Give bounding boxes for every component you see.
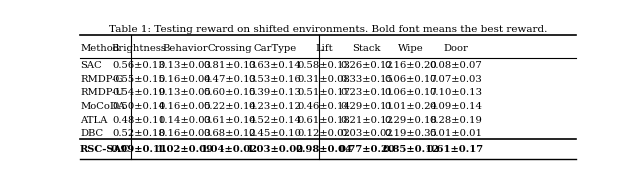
Text: 0.08±0.07: 0.08±0.07 <box>429 61 482 70</box>
Text: 0.09±0.14: 0.09±0.14 <box>429 102 482 111</box>
Text: 0.45±0.10: 0.45±0.10 <box>248 129 301 138</box>
Text: 0.61±0.17: 0.61±0.17 <box>427 145 484 154</box>
Text: 0.16±0.05: 0.16±0.05 <box>159 102 212 111</box>
Text: 0.60±0.15: 0.60±0.15 <box>204 89 256 98</box>
Text: 0.54±0.19: 0.54±0.19 <box>112 89 165 98</box>
Text: 0.13±0.05: 0.13±0.05 <box>159 89 212 98</box>
Text: 0.63±0.14: 0.63±0.14 <box>248 61 301 70</box>
Text: 0.06±0.17: 0.06±0.17 <box>385 89 437 98</box>
Text: 0.12±0.02: 0.12±0.02 <box>298 129 351 138</box>
Text: 0.61±0.14: 0.61±0.14 <box>204 116 256 125</box>
Text: 0.61±0.18: 0.61±0.18 <box>298 116 351 125</box>
Text: 0.29±0.11: 0.29±0.11 <box>340 102 393 111</box>
Text: 0.16±0.20: 0.16±0.20 <box>385 61 437 70</box>
Text: 0.16±0.04: 0.16±0.04 <box>159 75 212 84</box>
Text: 0.19±0.35: 0.19±0.35 <box>385 129 437 138</box>
Text: 1.02±0.09: 1.02±0.09 <box>157 145 214 154</box>
Text: Behavior: Behavior <box>163 44 208 53</box>
Text: RMDP-U: RMDP-U <box>80 89 124 98</box>
Text: Stack: Stack <box>353 44 381 53</box>
Text: 0.23±0.11: 0.23±0.11 <box>340 89 393 98</box>
Text: 0.53±0.16: 0.53±0.16 <box>248 75 301 84</box>
Text: Method: Method <box>80 44 119 53</box>
Text: 0.16±0.03: 0.16±0.03 <box>159 129 212 138</box>
Text: 0.21±0.12: 0.21±0.12 <box>340 116 393 125</box>
Text: 0.56±0.13: 0.56±0.13 <box>112 61 165 70</box>
Text: Wipe: Wipe <box>398 44 424 53</box>
Text: SAC: SAC <box>80 61 102 70</box>
Text: 0.55±0.15: 0.55±0.15 <box>112 75 165 84</box>
Text: 0.81±0.13: 0.81±0.13 <box>204 61 256 70</box>
Text: 0.06±0.17: 0.06±0.17 <box>385 75 437 84</box>
Text: Door: Door <box>443 44 468 53</box>
Text: 0.47±0.13: 0.47±0.13 <box>204 75 256 84</box>
Text: 0.77±0.20: 0.77±0.20 <box>339 145 395 154</box>
Text: 0.51±0.17: 0.51±0.17 <box>298 89 351 98</box>
Text: 0.10±0.13: 0.10±0.13 <box>429 89 482 98</box>
Text: 0.31±0.08: 0.31±0.08 <box>298 75 351 84</box>
Text: 0.28±0.19: 0.28±0.19 <box>429 116 482 125</box>
Text: RMDP-G: RMDP-G <box>80 75 124 84</box>
Text: CarType: CarType <box>253 44 296 53</box>
Text: 0.52±0.14: 0.52±0.14 <box>248 116 301 125</box>
Text: 0.26±0.12: 0.26±0.12 <box>340 61 393 70</box>
Text: 0.99±0.11: 0.99±0.11 <box>110 145 167 154</box>
Text: 0.22±0.14: 0.22±0.14 <box>204 102 256 111</box>
Text: 0.07±0.03: 0.07±0.03 <box>429 75 482 84</box>
Text: 0.01±0.24: 0.01±0.24 <box>385 102 437 111</box>
Text: 0.01±0.01: 0.01±0.01 <box>429 129 482 138</box>
Text: 0.39±0.13: 0.39±0.13 <box>248 89 301 98</box>
Text: 1.03±0.02: 1.03±0.02 <box>246 145 303 154</box>
Text: Brightness: Brightness <box>111 44 166 53</box>
Text: RSC-SAC: RSC-SAC <box>80 145 130 154</box>
Text: 0.48±0.11: 0.48±0.11 <box>112 116 165 125</box>
Text: ATLA: ATLA <box>80 116 108 125</box>
Text: 1.04±0.02: 1.04±0.02 <box>201 145 259 154</box>
Text: 0.98±0.04: 0.98±0.04 <box>296 145 353 154</box>
Text: 0.52±0.18: 0.52±0.18 <box>112 129 165 138</box>
Text: 0.23±0.12: 0.23±0.12 <box>248 102 301 111</box>
Text: Lift: Lift <box>316 44 333 53</box>
Text: 0.46±0.14: 0.46±0.14 <box>298 102 351 111</box>
Text: 0.29±0.18: 0.29±0.18 <box>385 116 437 125</box>
Text: 0.68±0.12: 0.68±0.12 <box>204 129 256 138</box>
Text: Table 1: Testing reward on shifted environments. Bold font means the best reward: Table 1: Testing reward on shifted envir… <box>109 25 547 34</box>
Text: 0.85±0.12: 0.85±0.12 <box>382 145 439 154</box>
Text: 0.50±0.14: 0.50±0.14 <box>112 102 165 111</box>
Text: DBC: DBC <box>80 129 103 138</box>
Text: MoCoDA: MoCoDA <box>80 102 125 111</box>
Text: 0.33±0.15: 0.33±0.15 <box>340 75 393 84</box>
Text: Crossing: Crossing <box>207 44 252 53</box>
Text: 0.58±0.13: 0.58±0.13 <box>298 61 351 70</box>
Text: 0.13±0.03: 0.13±0.03 <box>159 61 212 70</box>
Text: 0.14±0.03: 0.14±0.03 <box>159 116 212 125</box>
Text: 0.03±0.02: 0.03±0.02 <box>340 129 393 138</box>
